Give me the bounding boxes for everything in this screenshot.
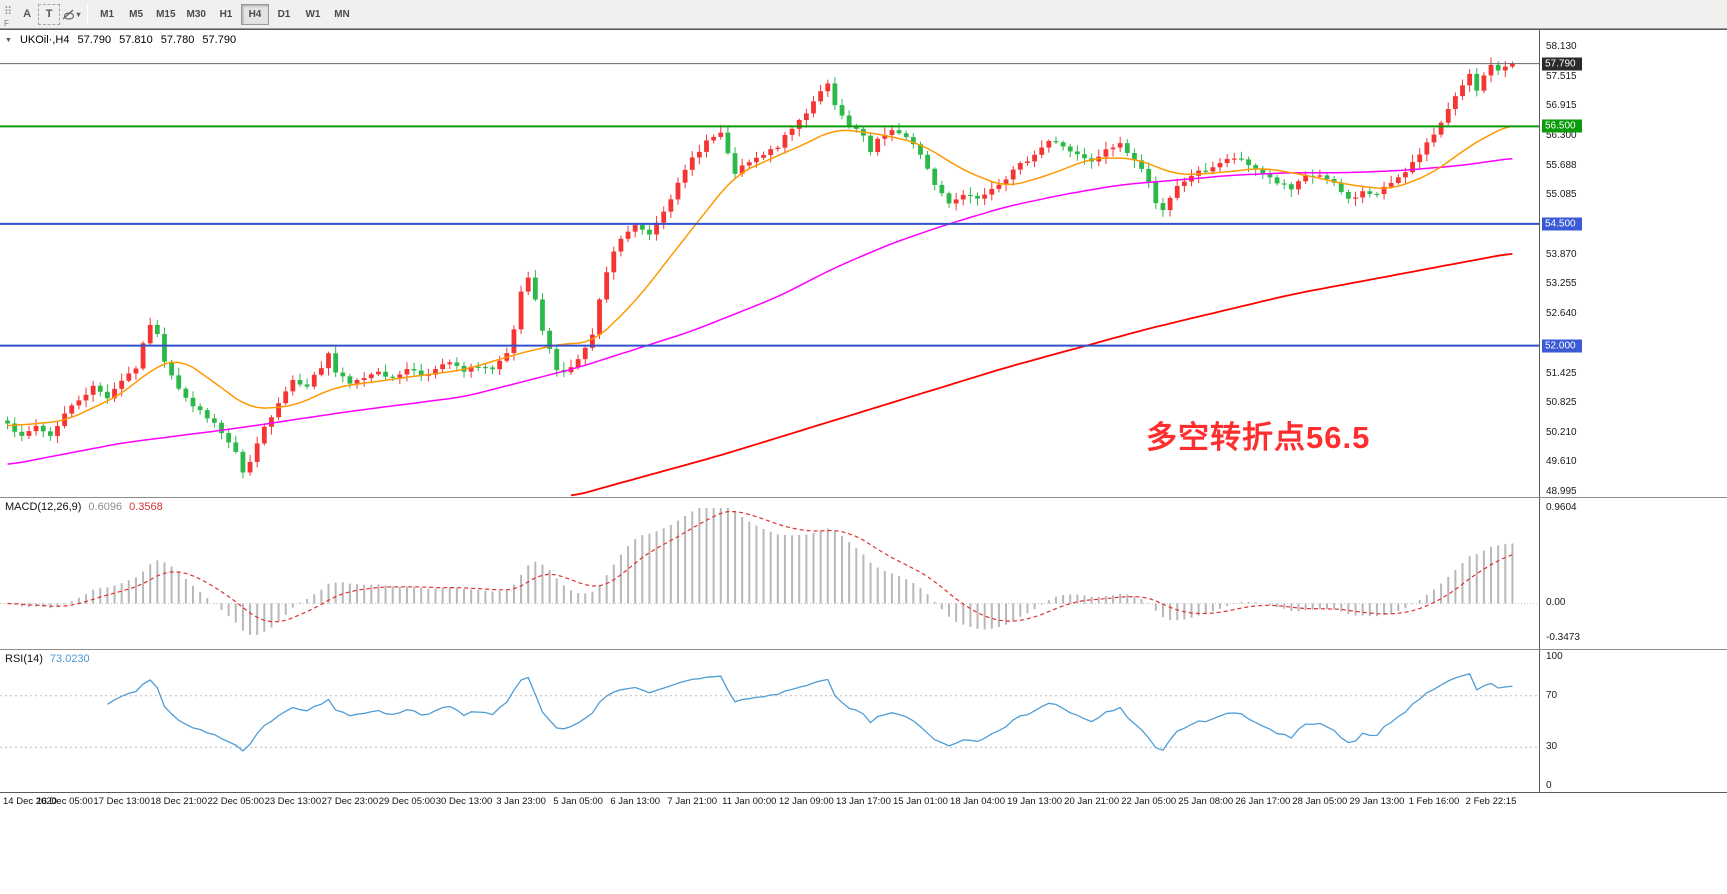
- macd-chart[interactable]: [0, 498, 1540, 649]
- time-label: 1 Feb 16:00: [1408, 796, 1460, 807]
- macd-axis[interactable]: 0.9604 0.00 -0.3473: [1541, 498, 1727, 649]
- macd-pane: MACD(12,26,9) 0.6096 0.3568 0.9604 0.00 -0…: [0, 498, 1727, 650]
- time-label: 11 Jan 00:00: [722, 796, 777, 807]
- toolbar-f-label: F: [4, 19, 9, 28]
- time-label: 29 Dec 05:00: [378, 796, 436, 807]
- timeframe-button-m1[interactable]: M1: [93, 4, 121, 25]
- rsi-pane: RSI(14) 73.0230 100 70 30 0: [0, 650, 1727, 793]
- price-tick: 48.995: [1546, 486, 1577, 497]
- time-label: 30 Dec 13:00: [435, 796, 493, 807]
- toolbar-separator: [87, 4, 89, 24]
- ohlc-high: 57.810: [119, 34, 153, 46]
- time-label: 19 Jan 13:00: [1007, 796, 1063, 807]
- macd-title: MACD(12,26,9) 0.6096 0.3568: [5, 501, 163, 513]
- price-tick: 50.825: [1546, 396, 1577, 408]
- timeframe-button-mn[interactable]: MN: [328, 4, 356, 25]
- chevron-down-icon: ▾: [76, 9, 81, 19]
- rsi-value: 73.0230: [49, 653, 90, 665]
- price-tick: 49.610: [1546, 456, 1577, 468]
- rsi-tick: 100: [1546, 651, 1563, 662]
- time-label: 16 Dec 05:00: [36, 796, 93, 807]
- price-badge: 56.500: [1542, 119, 1582, 133]
- time-label: 12 Jan 09:00: [778, 796, 834, 807]
- rsi-title: RSI(14) 73.0230: [5, 653, 90, 665]
- time-axis[interactable]: 14 Dec 2020 16 Dec 05:00 17 Dec 13:00 18 De…: [0, 793, 1727, 811]
- macd-label: MACD(12,26,9): [5, 501, 82, 513]
- price-badge: 52.000: [1542, 339, 1582, 353]
- rsi-label: RSI(14): [5, 653, 43, 665]
- time-label: 3 Jan 23:00: [496, 796, 546, 807]
- text-tool-button[interactable]: T: [38, 3, 61, 25]
- chart-annotation[interactable]: 多空转折点56.5: [1146, 420, 1371, 455]
- price-tick: 50.210: [1546, 426, 1577, 438]
- time-label: 26 Jan 17:00: [1235, 796, 1291, 807]
- timeframe-button-m15[interactable]: M15: [151, 4, 180, 25]
- rsi-tick: 30: [1546, 741, 1558, 753]
- time-label: 5 Jan 05:00: [553, 796, 603, 807]
- timeframe-button-d1[interactable]: D1: [270, 4, 298, 25]
- rsi-tick: 70: [1546, 689, 1558, 701]
- time-label: 14 Dec 2020: [3, 796, 57, 807]
- price-tick: 55.688: [1546, 159, 1577, 171]
- price-tick: 55.085: [1546, 189, 1577, 201]
- rsi-tick: 0: [1546, 780, 1552, 791]
- timeframe-button-m30[interactable]: M30: [182, 4, 211, 25]
- macd-tick: 0.00: [1546, 597, 1566, 609]
- price-tick: 53.255: [1546, 278, 1577, 290]
- shapes-tool-button[interactable]: ▾: [60, 4, 82, 25]
- macd-tick: -0.3473: [1546, 632, 1580, 643]
- time-label: 2 Feb 22:15: [1465, 796, 1517, 807]
- symbol-name: UKOil·,H4: [19, 34, 70, 46]
- price-badge: 54.500: [1542, 217, 1582, 231]
- toolbar: ⠿ F A T ▾ M1 M5 M15 M30 H1 H4 D1 W1 MN: [0, 0, 1727, 29]
- time-label: 23 Dec 13:00: [264, 796, 322, 807]
- macd-tick: 0.9604: [1546, 502, 1577, 513]
- toolbar-handle-icon[interactable]: ⠿: [4, 5, 13, 18]
- price-axis[interactable]: 58.130 57.515 56.915 56.300 55.688 55.085 53.8…: [1541, 30, 1727, 497]
- time-label: 17 Dec 13:00: [93, 796, 150, 807]
- ohlc-open: 57.790: [77, 34, 112, 46]
- chart-menu-arrow-icon[interactable]: ▼: [5, 36, 12, 44]
- time-label: 18 Dec 21:00: [150, 796, 207, 807]
- time-label: 7 Jan 21:00: [667, 796, 718, 807]
- time-label: 13 Jan 17:00: [835, 796, 891, 807]
- candlestick-chart[interactable]: [0, 30, 1540, 497]
- price-tick: 56.300: [1546, 130, 1577, 142]
- macd-signal-value: 0.3568: [129, 501, 163, 513]
- time-label: 22 Dec 05:00: [207, 796, 265, 807]
- timeframe-button-m5[interactable]: M5: [122, 4, 150, 25]
- time-label: 22 Jan 05:00: [1121, 796, 1177, 807]
- shapes-icon: [62, 9, 74, 20]
- price-tick: 58.130: [1546, 41, 1577, 52]
- price-badge: 57.790: [1542, 57, 1582, 71]
- timeframe-group: M1 M5 M15 M30 H1 H4 D1 W1 MN: [93, 3, 356, 25]
- cursor-tool-button[interactable]: A: [16, 4, 38, 25]
- price-tick: 51.425: [1546, 367, 1577, 379]
- price-tick: 57.515: [1546, 70, 1577, 82]
- macd-main-value: 0.6096: [88, 501, 123, 513]
- price-chart-pane: ▼ UKOil·,H4 57.790 57.810 57.780 57.790 …: [0, 29, 1727, 498]
- ohlc-close: 57.790: [202, 34, 237, 46]
- timeframe-button-h4[interactable]: H4: [240, 3, 269, 25]
- symbol-header: ▼ UKOil·,H4 57.790 57.810 57.780 57.790: [5, 34, 236, 46]
- time-label: 20 Jan 21:00: [1064, 796, 1120, 807]
- time-label: 28 Jan 05:00: [1292, 796, 1348, 807]
- timeframe-button-h1[interactable]: H1: [212, 4, 240, 25]
- price-tick: 56.915: [1546, 100, 1577, 112]
- time-label: 25 Jan 08:00: [1178, 796, 1234, 807]
- window-background: [0, 811, 1727, 894]
- time-label: 27 Dec 23:00: [321, 796, 379, 807]
- time-label: 15 Jan 01:00: [893, 796, 948, 807]
- rsi-axis[interactable]: 100 70 30 0: [1541, 650, 1727, 792]
- time-label: 18 Jan 04:00: [950, 796, 1005, 807]
- time-label: 6 Jan 13:00: [610, 796, 661, 807]
- ohlc-low: 57.780: [160, 34, 195, 46]
- rsi-chart[interactable]: [0, 650, 1540, 792]
- price-tick: 52.640: [1546, 308, 1577, 320]
- price-tick: 53.870: [1546, 248, 1577, 260]
- time-label: 29 Jan 13:00: [1349, 796, 1405, 807]
- timeframe-button-w1[interactable]: W1: [299, 4, 327, 25]
